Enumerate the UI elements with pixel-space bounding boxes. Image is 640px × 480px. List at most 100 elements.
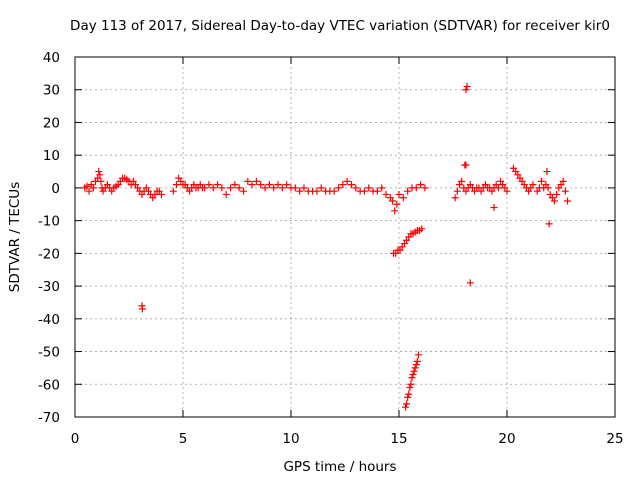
data-point-marker	[553, 190, 561, 198]
data-point-marker	[317, 184, 325, 192]
data-point-marker	[453, 187, 461, 195]
x-tick-label: 25	[606, 431, 623, 447]
data-point-marker	[458, 177, 466, 185]
data-point-marker	[252, 177, 260, 185]
y-tick-label: 0	[51, 181, 60, 197]
data-point-marker	[283, 181, 291, 189]
data-point-marker	[138, 305, 146, 313]
y-tick-label: -20	[38, 246, 60, 262]
data-point-marker	[421, 184, 429, 192]
data-point-marker	[405, 390, 413, 398]
data-point-marker	[551, 197, 559, 205]
data-point-marker	[300, 184, 308, 192]
data-point-marker	[169, 187, 177, 195]
data-point-marker	[274, 181, 282, 189]
data-point-marker	[222, 190, 230, 198]
data-point-marker	[399, 194, 407, 202]
data-point-marker	[414, 351, 422, 359]
data-point-marker	[451, 194, 459, 202]
data-series-sdtvar	[81, 82, 571, 411]
data-point-marker	[83, 182, 91, 190]
data-point-marker	[462, 86, 470, 94]
data-point-marker	[529, 181, 537, 189]
data-point-marker	[231, 181, 239, 189]
data-point-marker	[494, 184, 502, 192]
x-tick-label: 10	[282, 431, 299, 447]
data-point-marker	[214, 181, 222, 189]
data-point-marker	[378, 184, 386, 192]
data-point-marker	[406, 384, 414, 392]
data-point-marker	[543, 168, 551, 176]
data-point-marker	[265, 181, 273, 189]
data-point-marker	[239, 187, 247, 195]
data-point-marker	[401, 403, 409, 411]
data-point-marker	[85, 187, 93, 195]
data-point-marker	[218, 184, 226, 192]
x-tick-label: 0	[71, 431, 80, 447]
data-point-marker	[244, 177, 252, 185]
y-tick-label: -50	[38, 345, 60, 361]
y-axis-label: SDTVAR / TECUs	[7, 182, 23, 292]
data-point-marker	[382, 190, 390, 198]
data-point-marker	[503, 187, 511, 195]
data-point-marker	[97, 177, 105, 185]
data-point-marker	[412, 361, 420, 369]
data-point-marker	[408, 374, 416, 382]
data-point-marker	[391, 207, 399, 215]
axis-tick-labels: 0 5 10 15 20 25 -70 -60 -50 -40 -30 -20 -10 0 10 20 30 40	[38, 50, 624, 447]
x-axis-label: GPS time / hours	[283, 459, 396, 475]
y-tick-label: -30	[38, 279, 60, 295]
data-point-marker	[96, 171, 104, 179]
y-tick-label: -70	[38, 410, 60, 426]
data-point-marker	[395, 190, 403, 198]
data-point-marker	[411, 364, 419, 372]
y-tick-label: -60	[38, 377, 60, 393]
data-point-marker	[201, 184, 209, 192]
data-point-marker	[389, 197, 397, 205]
data-point-marker	[157, 190, 165, 198]
data-point-marker	[235, 184, 243, 192]
data-point-marker	[413, 357, 421, 365]
axis-ticks	[74, 56, 616, 418]
data-point-marker	[462, 161, 470, 169]
data-point-marker	[463, 82, 471, 90]
data-point-marker	[544, 184, 552, 192]
data-point-marker	[417, 181, 425, 189]
plot-area-frame	[74, 56, 616, 418]
y-tick-label: -40	[38, 312, 60, 328]
data-point-marker	[373, 187, 381, 195]
x-tick-label: 20	[498, 431, 515, 447]
data-point-marker	[261, 184, 269, 192]
data-point-marker	[347, 181, 355, 189]
data-point-marker	[205, 181, 213, 189]
data-point-marker	[409, 370, 417, 378]
data-point-marker	[545, 220, 553, 228]
chart-title: Day 113 of 2017, Sidereal Day-to-day VTE…	[70, 18, 610, 34]
data-point-marker	[563, 197, 571, 205]
data-point-marker	[561, 187, 569, 195]
data-point-marker	[490, 204, 498, 212]
y-tick-label: 10	[43, 148, 60, 164]
y-tick-label: 30	[43, 83, 60, 99]
data-point-marker	[403, 400, 411, 408]
data-point-marker	[412, 184, 420, 192]
data-point-marker	[291, 184, 299, 192]
data-point-marker	[538, 177, 546, 185]
data-point-marker	[270, 184, 278, 192]
data-point-marker	[173, 181, 181, 189]
data-point-marker	[89, 184, 97, 192]
x-tick-label: 5	[179, 431, 188, 447]
data-point-marker	[418, 225, 426, 233]
y-tick-label: -10	[38, 214, 60, 230]
data-point-marker	[352, 184, 360, 192]
data-point-marker	[365, 184, 373, 192]
grid-lines	[75, 57, 615, 417]
data-point-marker	[227, 184, 235, 192]
data-point-marker	[278, 184, 286, 192]
data-point-marker	[330, 187, 338, 195]
data-point-marker	[209, 184, 217, 192]
data-point-marker	[393, 200, 401, 208]
y-tick-label: 40	[43, 50, 60, 66]
data-point-marker	[410, 367, 418, 375]
